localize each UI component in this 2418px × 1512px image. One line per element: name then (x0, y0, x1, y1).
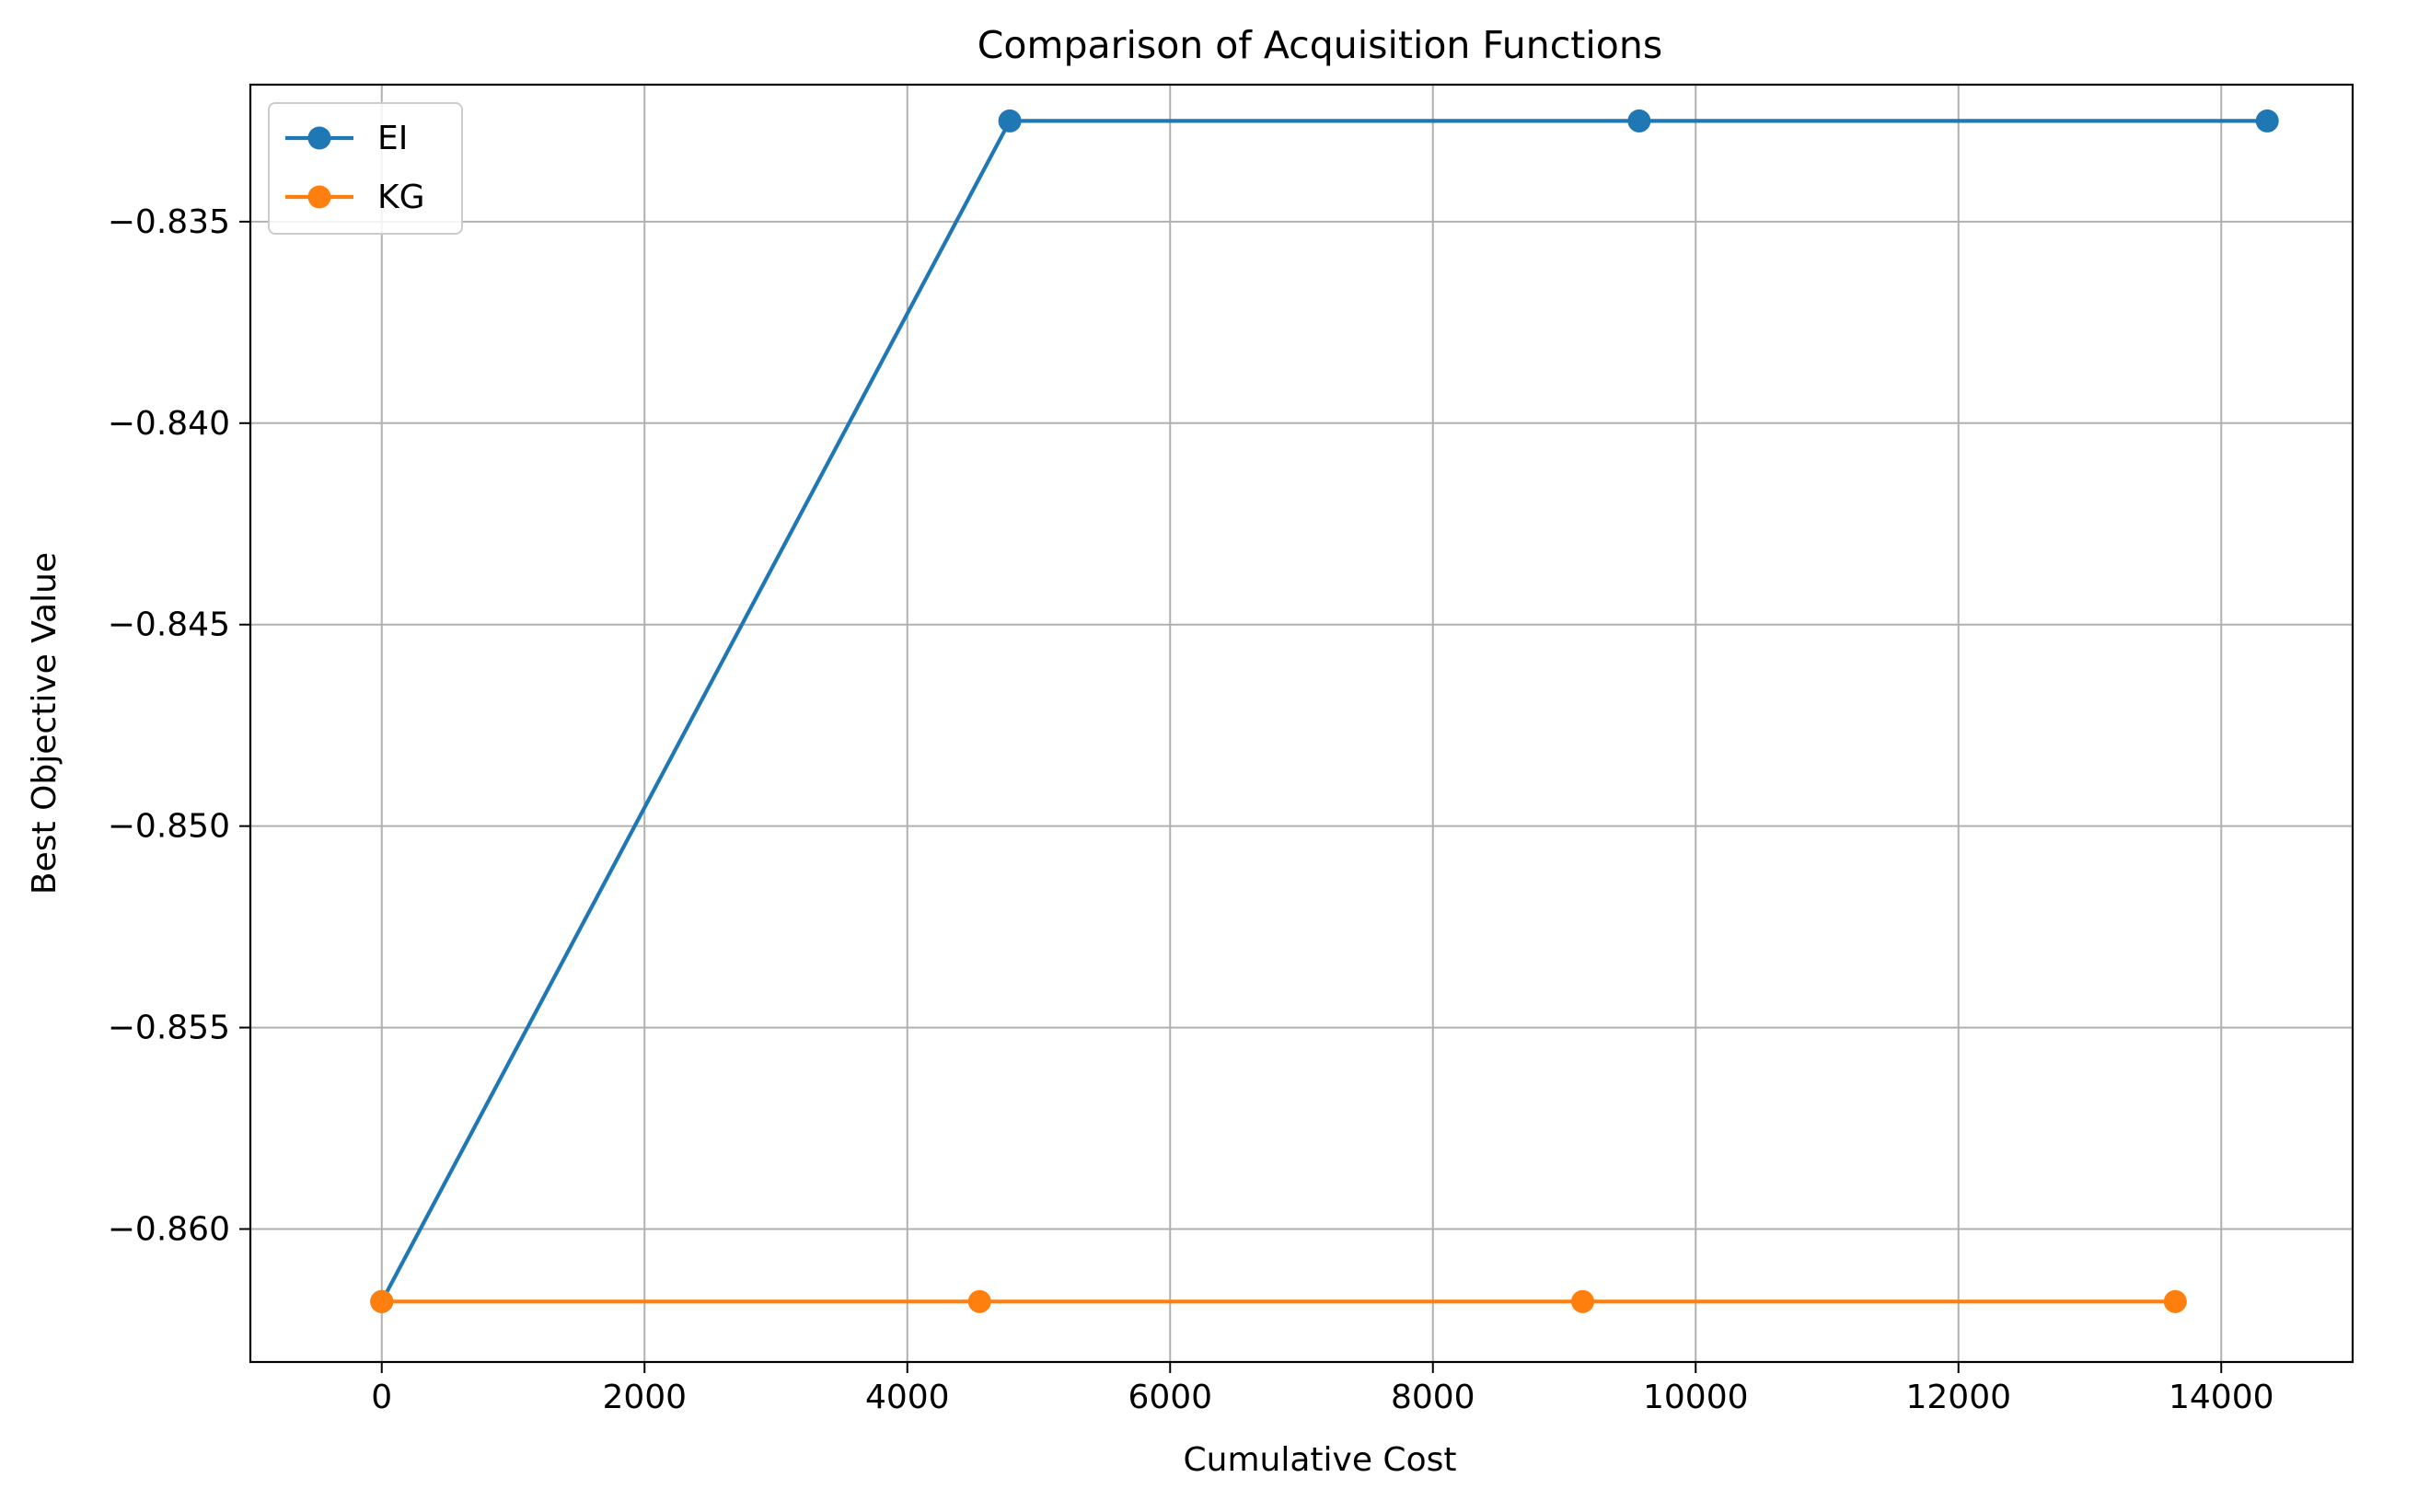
legend-box (269, 103, 462, 234)
x-tick-label: 2000 (602, 1379, 687, 1416)
x-tick-label: 12000 (1905, 1379, 2011, 1416)
data-point-kg (968, 1290, 991, 1313)
x-axis-label: Cumulative Cost (1184, 1441, 1457, 1479)
legend: EI KG (269, 103, 462, 234)
data-point-kg (1571, 1290, 1594, 1313)
legend-label-kg: KG (377, 179, 425, 216)
x-tick-label: 8000 (1391, 1379, 1475, 1416)
x-tick-label: 6000 (1128, 1379, 1212, 1416)
data-point-ei (999, 110, 1022, 133)
x-tick-label: 10000 (1643, 1379, 1749, 1416)
y-axis-label: Best Objective Value (26, 552, 64, 895)
y-tick-label: −0.835 (108, 203, 230, 241)
x-tick-label: 0 (371, 1379, 392, 1416)
x-tick-label: 14000 (2169, 1379, 2274, 1416)
data-point-kg (370, 1290, 393, 1313)
y-tick-label: −0.855 (108, 1010, 230, 1047)
y-tick-label: −0.840 (108, 405, 230, 443)
chart-title: Comparison of Acquisition Functions (978, 23, 1662, 67)
legend-marker-kg (308, 186, 331, 209)
y-tick-label: −0.850 (108, 808, 230, 846)
data-point-ei (2256, 110, 2279, 133)
legend-marker-ei (308, 127, 331, 150)
y-tick-label: −0.845 (108, 606, 230, 644)
data-point-kg (2164, 1290, 2187, 1313)
legend-label-ei: EI (377, 120, 408, 157)
data-point-ei (1627, 110, 1650, 133)
x-tick-label: 4000 (865, 1379, 950, 1416)
y-tick-label: −0.860 (108, 1211, 230, 1249)
